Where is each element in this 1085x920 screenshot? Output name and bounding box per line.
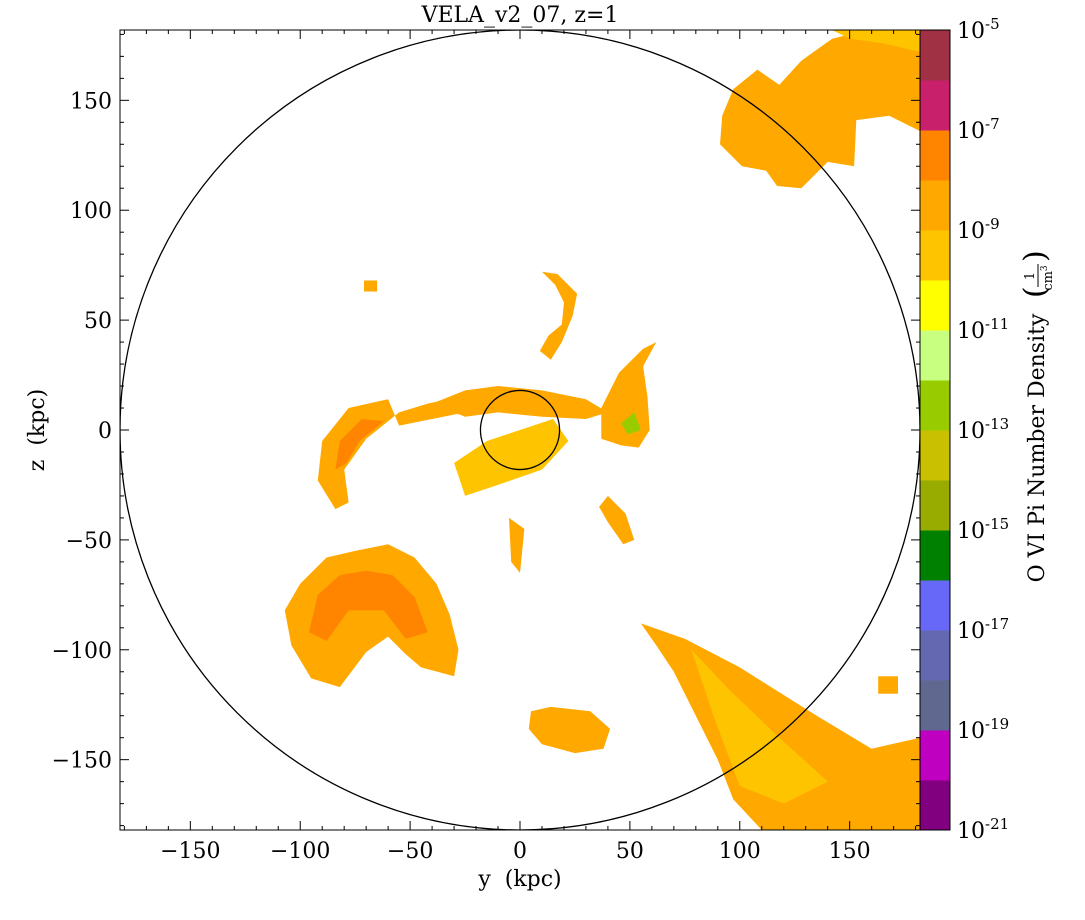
structure-north-east-yellow: [832, 30, 920, 52]
x-tick-label: 150: [829, 839, 871, 864]
y-tick-label: −150: [52, 749, 112, 774]
colorbar-segment: [920, 130, 950, 181]
colorbar-label-text: O VI Pi Number Density: [1025, 313, 1050, 582]
structure-west-arc-inner: [335, 419, 384, 470]
structure-west-arc-outer: [317, 397, 466, 510]
y-axis-ticks: −150 −100 −50 0 50 100 150: [52, 33, 920, 827]
colorbar-label: O VI Pi Number Density ( 1 cm3 ): [1018, 250, 1056, 582]
colorbar-segment: [920, 180, 950, 231]
x-tick-label: 50: [616, 839, 644, 864]
structure-north-east-blob: [720, 30, 920, 189]
colorbar-tick-label: 10-17: [957, 615, 1009, 644]
y-tick-label: 100: [70, 199, 112, 224]
colorbar-ticks: 10-5 10-7 10-9 10-11 10-13 10-15 10-17 10-19 10-…: [957, 15, 1009, 844]
colorbar-units-open-paren: (: [1018, 286, 1053, 298]
structure-far-east-small: [878, 676, 898, 694]
colorbar-tick-label: 10-15: [957, 515, 1009, 544]
x-tick-label: −50: [387, 839, 433, 864]
colorbar-units-denominator: cm3: [1040, 265, 1056, 291]
y-axis-label: z (kpc): [25, 389, 50, 471]
structure-central-patch: [454, 419, 569, 496]
structure-east-filament-green: [621, 412, 641, 435]
x-tick-label: −150: [160, 839, 220, 864]
structure-north-filament: [539, 271, 578, 360]
colorbar-segment: [920, 330, 950, 381]
colorbar-segment: [920, 430, 950, 481]
structure-south-center-strip: [509, 517, 525, 573]
x-axis-ticks: −150 −100 −50 0 50 100 150: [123, 30, 917, 864]
colorbar-tick-label: 10-11: [957, 315, 1009, 344]
colorbar-units-close-paren: ): [1018, 250, 1053, 262]
y-tick-label: −100: [52, 639, 112, 664]
colorbar-segment: [920, 30, 950, 81]
colorbar: [920, 30, 950, 831]
x-tick-label: 0: [513, 839, 527, 864]
colorbar-segment: [920, 80, 950, 131]
colorbar-segment: [920, 230, 950, 281]
x-axis-label: y (kpc): [477, 867, 561, 892]
y-tick-label: −50: [66, 529, 112, 554]
x-tick-label: 100: [719, 839, 761, 864]
y-tick-label: 0: [98, 419, 112, 444]
x-tick-label: −100: [270, 839, 330, 864]
colorbar-segment: [920, 480, 950, 531]
structure-east-filament: [601, 342, 657, 448]
density-structures: [284, 30, 920, 830]
colorbar-tick-label: 10-21: [957, 815, 1009, 844]
colorbar-tick-label: 10-13: [957, 415, 1009, 444]
structure-east-small: [599, 495, 635, 545]
colorbar-segment: [920, 680, 950, 731]
y-tick-label: 150: [70, 89, 112, 114]
colorbar-tick-label: 10-5: [957, 15, 1000, 44]
colorbar-frame: [919, 29, 951, 831]
reference-circles: [120, 30, 920, 830]
colorbar-segment: [920, 380, 950, 431]
structure-north-west-dot: [364, 280, 378, 292]
structure-central-streak: [432, 386, 608, 419]
colorbar-tick-label: 10-7: [957, 115, 1000, 144]
structure-south-east-inner: [691, 649, 828, 804]
colorbar-segment: [920, 630, 950, 681]
colorbar-units-numerator: 1: [1023, 272, 1038, 280]
colorbar-segment: [920, 730, 950, 781]
colorbar-segment: [920, 780, 950, 831]
chart-title: VELA_v2_07, z=1: [421, 3, 619, 28]
inner-circle: [479, 389, 561, 471]
colorbar-segment: [920, 580, 950, 631]
structure-south-west-inner: [309, 570, 428, 641]
colorbar-tick-label: 10-9: [957, 215, 1000, 244]
structure-south-blob: [528, 706, 611, 754]
colorbar-segment: [920, 280, 950, 331]
y-tick-label: 50: [84, 309, 112, 334]
structure-south-west-complex: [284, 544, 459, 688]
colorbar-segment: [920, 530, 950, 581]
colorbar-tick-label: 10-19: [957, 715, 1009, 744]
